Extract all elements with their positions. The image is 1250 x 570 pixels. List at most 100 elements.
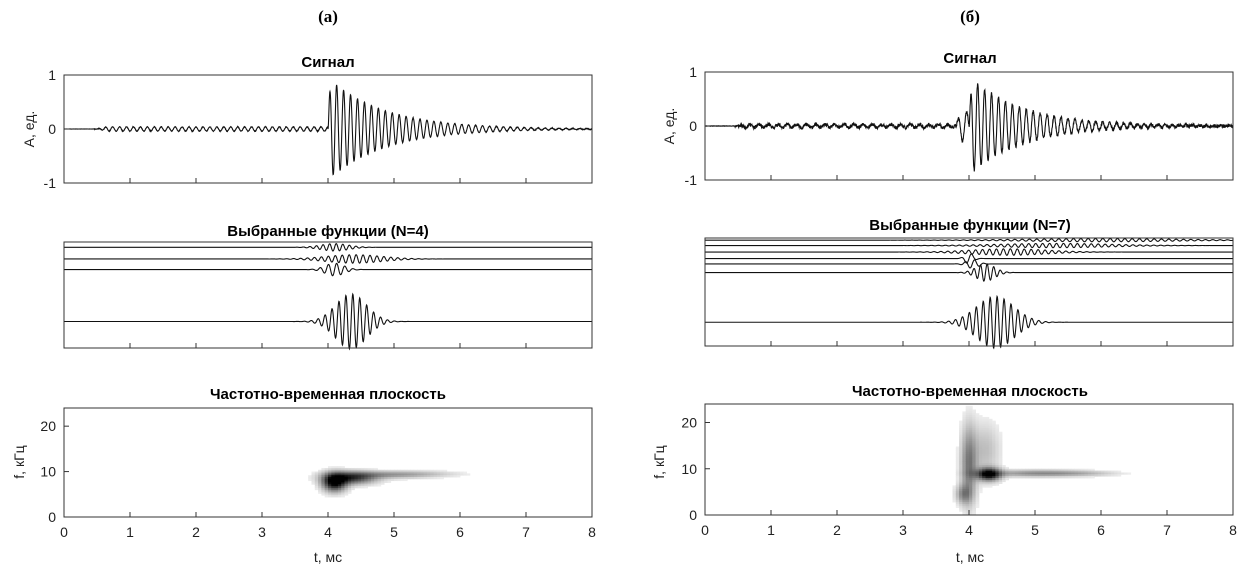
panel-b-tf-heat-cell bbox=[1084, 476, 1089, 479]
panel-a-tf-heat-cell bbox=[390, 478, 395, 482]
panel-b-tf-heat-cell bbox=[998, 468, 1003, 471]
panel-b-tf-heat-cell bbox=[965, 468, 970, 471]
panel-b-signal-signal-trace bbox=[704, 83, 1234, 172]
panel-a-tf-heat-cell bbox=[311, 480, 316, 483]
panel-b-tf-heat-cell bbox=[1005, 472, 1009, 475]
panel-a-tf-heat-cell bbox=[321, 471, 326, 474]
panel-b-tf-heat-cell bbox=[992, 431, 996, 434]
panel-a-signal-ytick-label-2: -1 bbox=[44, 175, 57, 191]
panel-a-tf-heat-cell bbox=[341, 480, 345, 483]
panel-a-tf-heat-cell bbox=[341, 471, 345, 474]
panel-b-tf-heat-cell bbox=[955, 490, 960, 494]
panel-b-tf-heat-cell bbox=[972, 457, 976, 460]
panel-b-tf-heat-cell bbox=[962, 426, 967, 429]
panel-b-tf-heat-cell bbox=[1104, 470, 1108, 473]
panel-a-tf-heat-cell bbox=[397, 475, 401, 478]
panel-b-tf-heat-cell bbox=[988, 455, 993, 459]
panel-b-tf-heat-cell bbox=[965, 463, 970, 466]
panel-b-tf-heat-cell bbox=[998, 437, 1003, 440]
panel-a-tf-heat-cell bbox=[370, 482, 375, 485]
panel-b-tf-heat-cell bbox=[1005, 478, 1009, 481]
panel-a-tf-heat-cell bbox=[357, 484, 362, 487]
panel-b-tf-heat-cell bbox=[955, 487, 960, 490]
panel-b-tf-heat-cell bbox=[959, 450, 963, 453]
panel-b-tf-heat-cell bbox=[959, 468, 963, 471]
panel-a-tf-heat-cell bbox=[364, 484, 368, 487]
panel-b-tf-heat-cell bbox=[1074, 474, 1079, 477]
panel-b-tf-heat-cell bbox=[965, 422, 970, 425]
panel-b-tf-heat-cell bbox=[962, 422, 967, 425]
panel-a-tf-heat-cell bbox=[370, 469, 375, 472]
panel-b-tf-heat-cell bbox=[992, 476, 996, 479]
panel-b-tf-heat-cell bbox=[975, 492, 980, 496]
panel-a-tf-heat-cell bbox=[384, 469, 388, 472]
panel-b-tf-heat-cell bbox=[1051, 468, 1056, 471]
panel-b-tf-heat-cell bbox=[995, 481, 1000, 484]
panel-b-tf-heat-cell bbox=[962, 505, 967, 508]
panel-b-tf-heat-cell bbox=[1081, 468, 1085, 471]
panel-a-tf-heat-cell bbox=[347, 477, 352, 480]
panel-b-tf-heat-cell bbox=[965, 452, 970, 455]
panel-b-tf-heat-cell bbox=[1087, 474, 1092, 477]
panel-a-tf-xtick-label-3: 3 bbox=[258, 524, 266, 540]
panel-b-tf-xtick-label-2: 2 bbox=[833, 522, 841, 538]
panel-b-tf-heat-cell bbox=[1002, 470, 1006, 473]
panel-b-tf-heat-cell bbox=[959, 422, 963, 425]
panel-a-tf-heat-cell bbox=[328, 480, 332, 483]
panel-b-tf-heat-cell bbox=[972, 448, 976, 451]
panel-b-tf-heat-cell bbox=[988, 435, 993, 438]
panel-b-tf-heat-cell bbox=[988, 465, 993, 468]
panel-b-tf-heat-cell bbox=[1091, 468, 1095, 471]
panel-a-tf-heat-cell bbox=[361, 467, 365, 471]
panel-a-tf-heat-cell bbox=[334, 477, 339, 480]
panel-a-tf-heat-cell bbox=[440, 469, 444, 472]
panel-a-tf-heat-cell bbox=[328, 467, 332, 471]
panel-b-tf-heat-cell bbox=[992, 442, 996, 446]
panel-a-tf-heat-cell bbox=[374, 471, 378, 474]
panel-b-tf-heat-cell bbox=[972, 481, 976, 484]
panel-b-tf-heat-cell bbox=[1021, 474, 1026, 477]
panel-b-tf-heat-cell bbox=[1035, 468, 1039, 471]
panel-b-tf-heat-cell bbox=[962, 457, 967, 460]
panel-b-tf-heat-cell bbox=[1127, 472, 1132, 475]
panel-b-tf-heat-cell bbox=[978, 448, 983, 451]
panel-b-tf-heat-cell bbox=[952, 498, 957, 501]
panel-b-tf-heat-cell bbox=[1081, 476, 1085, 479]
panel-b-tf-heat-cell bbox=[978, 479, 983, 483]
panel-b-tf-heatmap-cells bbox=[952, 405, 1132, 516]
panel-b-tf-heat-cell bbox=[955, 476, 960, 479]
panel-b-tf-heat-cell bbox=[1021, 476, 1026, 479]
panel-a-tf-heat-cell bbox=[328, 493, 332, 496]
panel-b-tf-heat-cell bbox=[978, 433, 983, 436]
panel-b-tf-heat-cell bbox=[972, 487, 976, 490]
panel-a-tf-heat-cell bbox=[423, 475, 428, 478]
panel-a-tf-heat-cell bbox=[337, 473, 342, 476]
panel-a-tf-heat-cell bbox=[387, 478, 392, 482]
panel-a-tf-heat-cell bbox=[321, 477, 326, 480]
panel-b-tf-heat-cell bbox=[969, 472, 973, 475]
panel-b-tf-heat-cell bbox=[955, 489, 960, 492]
panel-a-tf-heat-cell bbox=[334, 493, 339, 496]
panel-b-tf-heat-cell bbox=[972, 463, 976, 466]
panel-b-tf-heat-cell bbox=[992, 461, 996, 464]
panel-a-tf-heat-cell bbox=[328, 491, 332, 494]
panel-b-tf-heat-cell bbox=[955, 502, 960, 505]
panel-a-tf-heat-cell bbox=[377, 469, 382, 472]
panel-b-tf-heat-cell bbox=[959, 465, 963, 468]
panel-a-tf-heat-cell bbox=[417, 473, 421, 476]
panel-b-tf-heat-cell bbox=[1051, 474, 1056, 477]
panel-a-signal-signal-trace bbox=[63, 84, 593, 176]
panel-b-tf-heat-cell bbox=[988, 422, 993, 425]
panel-a-tf-heat-cell bbox=[364, 477, 368, 480]
panel-b-tf-heat-cell bbox=[1031, 472, 1036, 475]
panel-a-tf-heat-cell bbox=[324, 478, 329, 482]
panel-b-tf-heat-cell bbox=[955, 448, 960, 451]
panel-a-tf-heat-cell bbox=[370, 475, 375, 478]
panel-b-tf-heat-cell bbox=[978, 431, 983, 434]
panel-b-tf-heat-cell bbox=[998, 481, 1003, 484]
panel-b-tf-heat-cell bbox=[1041, 472, 1046, 475]
panel-b-tf-heat-cell bbox=[982, 444, 986, 447]
panel-b-tf-heat-cell bbox=[965, 478, 970, 481]
panel-a-tf-heat-cell bbox=[318, 473, 322, 476]
panel-b-tf-heat-cell bbox=[1101, 472, 1105, 475]
